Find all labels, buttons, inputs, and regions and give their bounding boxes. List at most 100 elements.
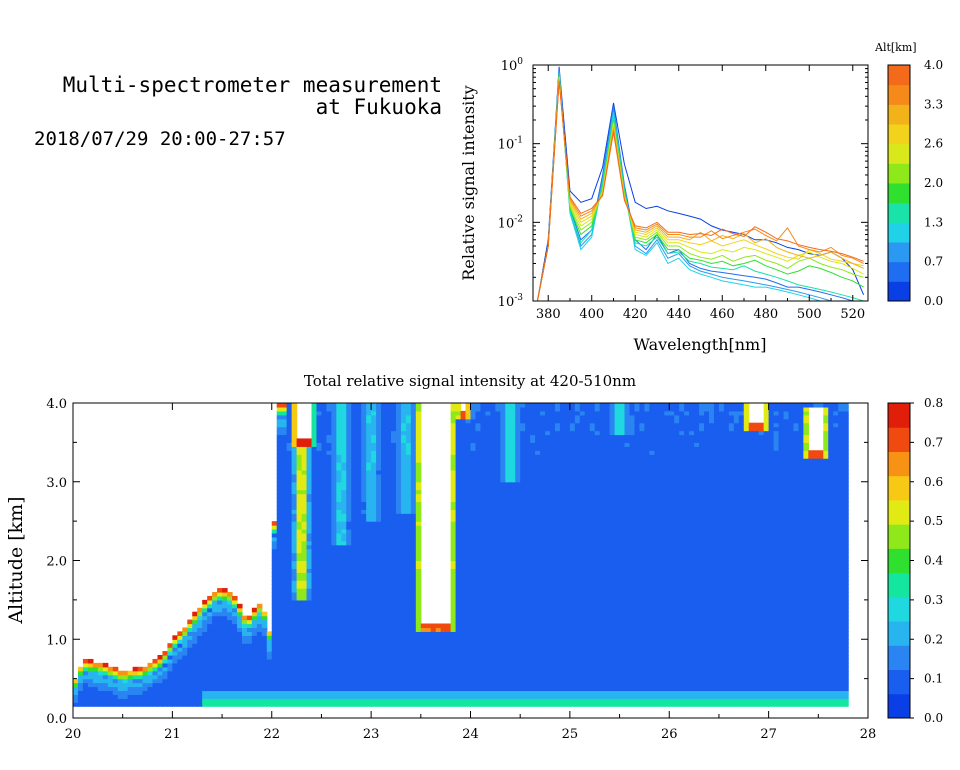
heatmap-cell	[286, 497, 293, 503]
heatmap-cell	[376, 682, 382, 688]
heatmap-cell	[470, 674, 477, 680]
heatmap-cell	[296, 489, 303, 495]
heatmap-cell	[361, 666, 367, 672]
heatmap-cell	[559, 505, 566, 510]
heatmap-cell	[311, 422, 318, 428]
heatmap-cell	[381, 580, 387, 585]
heatmap-cell	[455, 647, 462, 652]
heatmap-cell	[415, 532, 422, 538]
heatmap-cell	[192, 627, 198, 632]
heatmap-cell	[525, 627, 531, 632]
heatmap-cell	[286, 552, 293, 558]
heatmap-cell	[336, 603, 342, 609]
heatmap-cell	[232, 674, 238, 680]
heatmap-cell	[291, 513, 298, 518]
heatmap-cell	[177, 670, 183, 676]
heatmap-cell	[271, 647, 278, 652]
heatmap-cell	[306, 481, 313, 487]
heatmap-cell	[559, 422, 566, 428]
heatmap-cell	[386, 658, 392, 664]
heatmap-cell	[356, 462, 362, 467]
heatmap-cell	[331, 568, 337, 573]
heatmap-cell	[490, 454, 496, 459]
heatmap-cell	[515, 521, 521, 526]
heatmap-cell	[391, 603, 397, 609]
heatmap-cell	[296, 548, 303, 554]
heatmap-cell	[286, 438, 293, 443]
heatmap-cell	[540, 643, 546, 648]
heatmap-cell	[485, 702, 491, 707]
heatmap-cell	[316, 536, 323, 542]
heatmap-cell	[405, 647, 412, 652]
heatmap-cell	[450, 662, 457, 668]
heatmap-cell	[515, 584, 521, 589]
heatmap-cell	[192, 647, 198, 652]
heatmap-cell	[321, 529, 328, 534]
heatmap-cell	[291, 477, 298, 483]
heatmap-cell	[520, 556, 526, 562]
heatmap-cell	[361, 607, 367, 613]
heatmap-cell	[490, 481, 496, 487]
heatmap-cell	[172, 655, 178, 660]
heatmap-cell	[276, 473, 283, 479]
heatmap-cell	[92, 670, 99, 676]
heatmap-cell	[316, 442, 323, 447]
heatmap-cell	[356, 631, 362, 636]
heatmap-cell	[331, 477, 337, 483]
altitude-colorbar-swatch-1	[888, 261, 910, 282]
heatmap-cell	[331, 694, 337, 699]
heatmap-cell	[107, 682, 114, 688]
heatmap-cell	[480, 529, 487, 534]
heatmap-cell	[356, 517, 362, 522]
heatmap-cell	[510, 592, 516, 597]
heatmap-cell	[301, 639, 308, 644]
heatmap-cell	[520, 623, 526, 629]
heatmap-cell	[366, 678, 372, 684]
heatmap-cell	[415, 560, 422, 566]
heatmap-cell	[286, 690, 293, 695]
heatmap-cell	[361, 529, 367, 534]
heatmap-cell	[361, 532, 367, 538]
heatmap-cell	[381, 655, 387, 660]
heatmap-cell	[341, 607, 347, 613]
heatmap-cell	[386, 529, 392, 534]
heatmap-cell	[465, 532, 472, 538]
heatmap-cell	[554, 406, 561, 412]
heatmap-cell	[361, 521, 367, 526]
heatmap-cell	[460, 615, 467, 621]
heatmap-cell	[311, 603, 318, 609]
heatmap-cell	[366, 422, 372, 428]
heatmap-cell	[435, 702, 442, 707]
heatmap-cell	[306, 509, 313, 514]
heatmap-cell	[251, 682, 258, 688]
spectrum-x-tick-label-5: 480	[753, 307, 778, 322]
heatmap-cell	[391, 702, 397, 707]
heatmap-cell	[107, 690, 114, 695]
heatmap-cell	[400, 662, 407, 668]
heatmap-cell	[291, 615, 298, 621]
heatmap-cell	[455, 635, 462, 640]
heatmap-cell	[187, 686, 193, 692]
heatmap-cell	[400, 406, 407, 412]
heatmap-cell	[346, 619, 352, 625]
heatmap-cell	[435, 643, 442, 648]
heatmap-cell	[480, 505, 487, 510]
heatmap-cell	[450, 481, 457, 487]
heatmap-cell	[445, 682, 452, 688]
heatmap-cell	[371, 540, 377, 546]
heatmap-cell	[510, 462, 516, 467]
heatmap-cell	[326, 521, 332, 526]
heatmap-cell	[217, 662, 223, 668]
heatmap-cell	[376, 540, 382, 546]
heatmap-cell	[545, 560, 551, 566]
heatmap-cell	[495, 702, 501, 707]
heatmap-cell	[525, 603, 531, 609]
heatmap-cell	[515, 458, 521, 463]
heatmap-cell	[361, 485, 367, 491]
heatmap-cell	[147, 674, 154, 680]
heatmap-cell	[520, 434, 526, 440]
heatmap-cell	[391, 631, 397, 636]
heatmap-cell	[291, 438, 298, 443]
heatmap-cell	[356, 702, 362, 707]
heatmap-cell	[535, 576, 541, 581]
